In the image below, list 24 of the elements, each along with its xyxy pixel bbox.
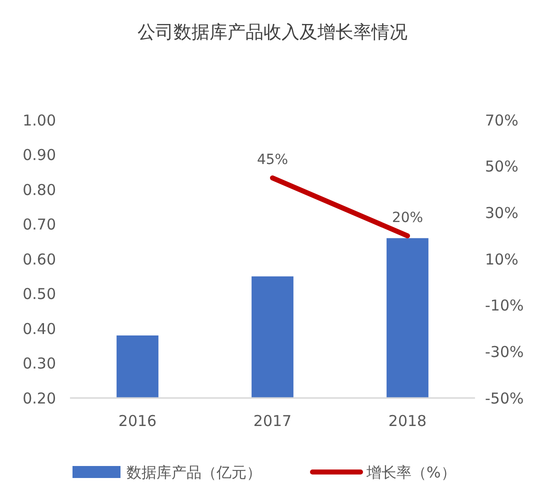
y2-tick-label: 70% <box>485 111 518 130</box>
y-tick-label: 1.00 <box>22 111 56 130</box>
y-tick-label: 0.50 <box>22 285 56 303</box>
y-tick-label: 0.60 <box>22 250 56 268</box>
data-label: 45% <box>256 152 288 168</box>
y-tick-label: 0.80 <box>22 180 56 199</box>
y2-tick-label: -10% <box>485 296 524 315</box>
x-tick-label: 2016 <box>118 412 157 430</box>
legend-label: 增长率（%） <box>366 463 456 482</box>
y-tick-label: 0.40 <box>22 320 56 338</box>
y2-tick-label: -30% <box>485 342 524 361</box>
legend-label: 数据库产品（亿元） <box>126 463 262 482</box>
y-tick-label: 0.20 <box>22 389 56 408</box>
x-tick-label: 2018 <box>388 412 427 430</box>
y2-tick-label: 10% <box>485 250 518 268</box>
y-tick-label: 0.70 <box>22 216 56 234</box>
data-label: 20% <box>392 210 424 226</box>
x-tick-label: 2017 <box>253 412 292 430</box>
y2-tick-label: 50% <box>485 158 518 176</box>
y-tick-label: 0.30 <box>22 354 56 372</box>
chart-title: 公司数据库产品收入及增长率情况 <box>138 22 408 43</box>
y2-tick-label: -50% <box>485 389 524 408</box>
y2-tick-label: 30% <box>485 204 518 222</box>
y-tick-label: 0.90 <box>22 146 56 164</box>
